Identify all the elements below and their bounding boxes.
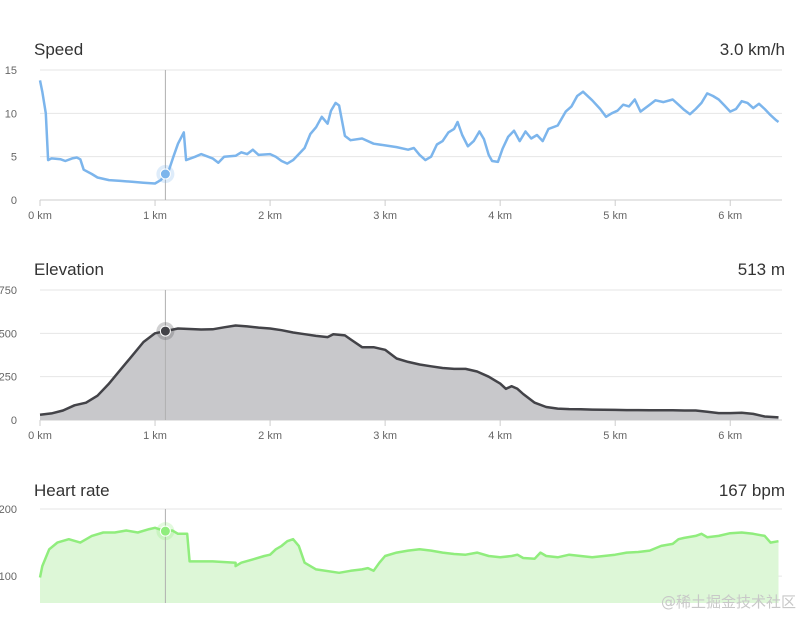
speed-title: Speed [34, 40, 83, 59]
heart-rate-y-tick-label: 100 [0, 571, 17, 583]
elevation-readout: 513 m [738, 260, 785, 279]
heart-rate-marker [159, 525, 171, 537]
elevation-y-tick-label: 500 [0, 328, 17, 340]
speed-x-tick-label: 4 km [488, 210, 512, 222]
elevation-x-tick-label: 1 km [143, 430, 167, 442]
elevation-area [40, 325, 779, 420]
watermark: @稀土掘金技术社区 [660, 593, 796, 611]
speed-y-tick-label: 10 [5, 108, 17, 120]
elevation-x-tick-label: 2 km [258, 430, 282, 442]
speed-y-tick-label: 5 [11, 152, 17, 164]
heart-rate-area [40, 527, 779, 603]
elevation-marker [159, 325, 171, 337]
speed-y-tick-label: 0 [11, 195, 17, 207]
elevation-x-tick-label: 4 km [488, 430, 512, 442]
speed-readout: 3.0 km/h [720, 40, 785, 59]
speed-chart: 0 5 10 15 0 km 1 km 2 km 3 km 4 km 5 km 6 km Speed 3… [5, 40, 785, 222]
heart-rate-title: Heart rate [34, 481, 110, 500]
elevation-x-tick-label: 6 km [718, 430, 742, 442]
elevation-y-tick-label: 750 [0, 285, 17, 297]
elevation-x-tick-label: 5 km [603, 430, 627, 442]
elevation-x-tick-label: 0 km [28, 430, 52, 442]
elevation-y-tick-label: 0 [11, 415, 17, 427]
speed-x-tick-label: 6 km [718, 210, 742, 222]
heart-rate-readout: 167 bpm [719, 481, 785, 500]
speed-series-line [38, 80, 780, 185]
heart-rate-chart: 100 200 Heart rate 167 bpm [0, 481, 785, 603]
speed-y-tick-label: 15 [5, 65, 17, 77]
elevation-x-tick-label: 3 km [373, 430, 397, 442]
speed-x-tick-label: 2 km [258, 210, 282, 222]
elevation-title: Elevation [34, 260, 104, 279]
speed-x-tick-label: 1 km [143, 210, 167, 222]
speed-x-tick-label: 3 km [373, 210, 397, 222]
speed-x-tick-label: 0 km [28, 210, 52, 222]
heart-rate-y-tick-label: 200 [0, 504, 17, 516]
elevation-chart: 0 250 500 750 0 km 1 km 2 km 3 km 4 km 5 km 6 km El… [0, 260, 785, 442]
speed-x-tick-label: 5 km [603, 210, 627, 222]
elevation-y-tick-label: 250 [0, 372, 17, 384]
speed-marker [159, 168, 171, 180]
